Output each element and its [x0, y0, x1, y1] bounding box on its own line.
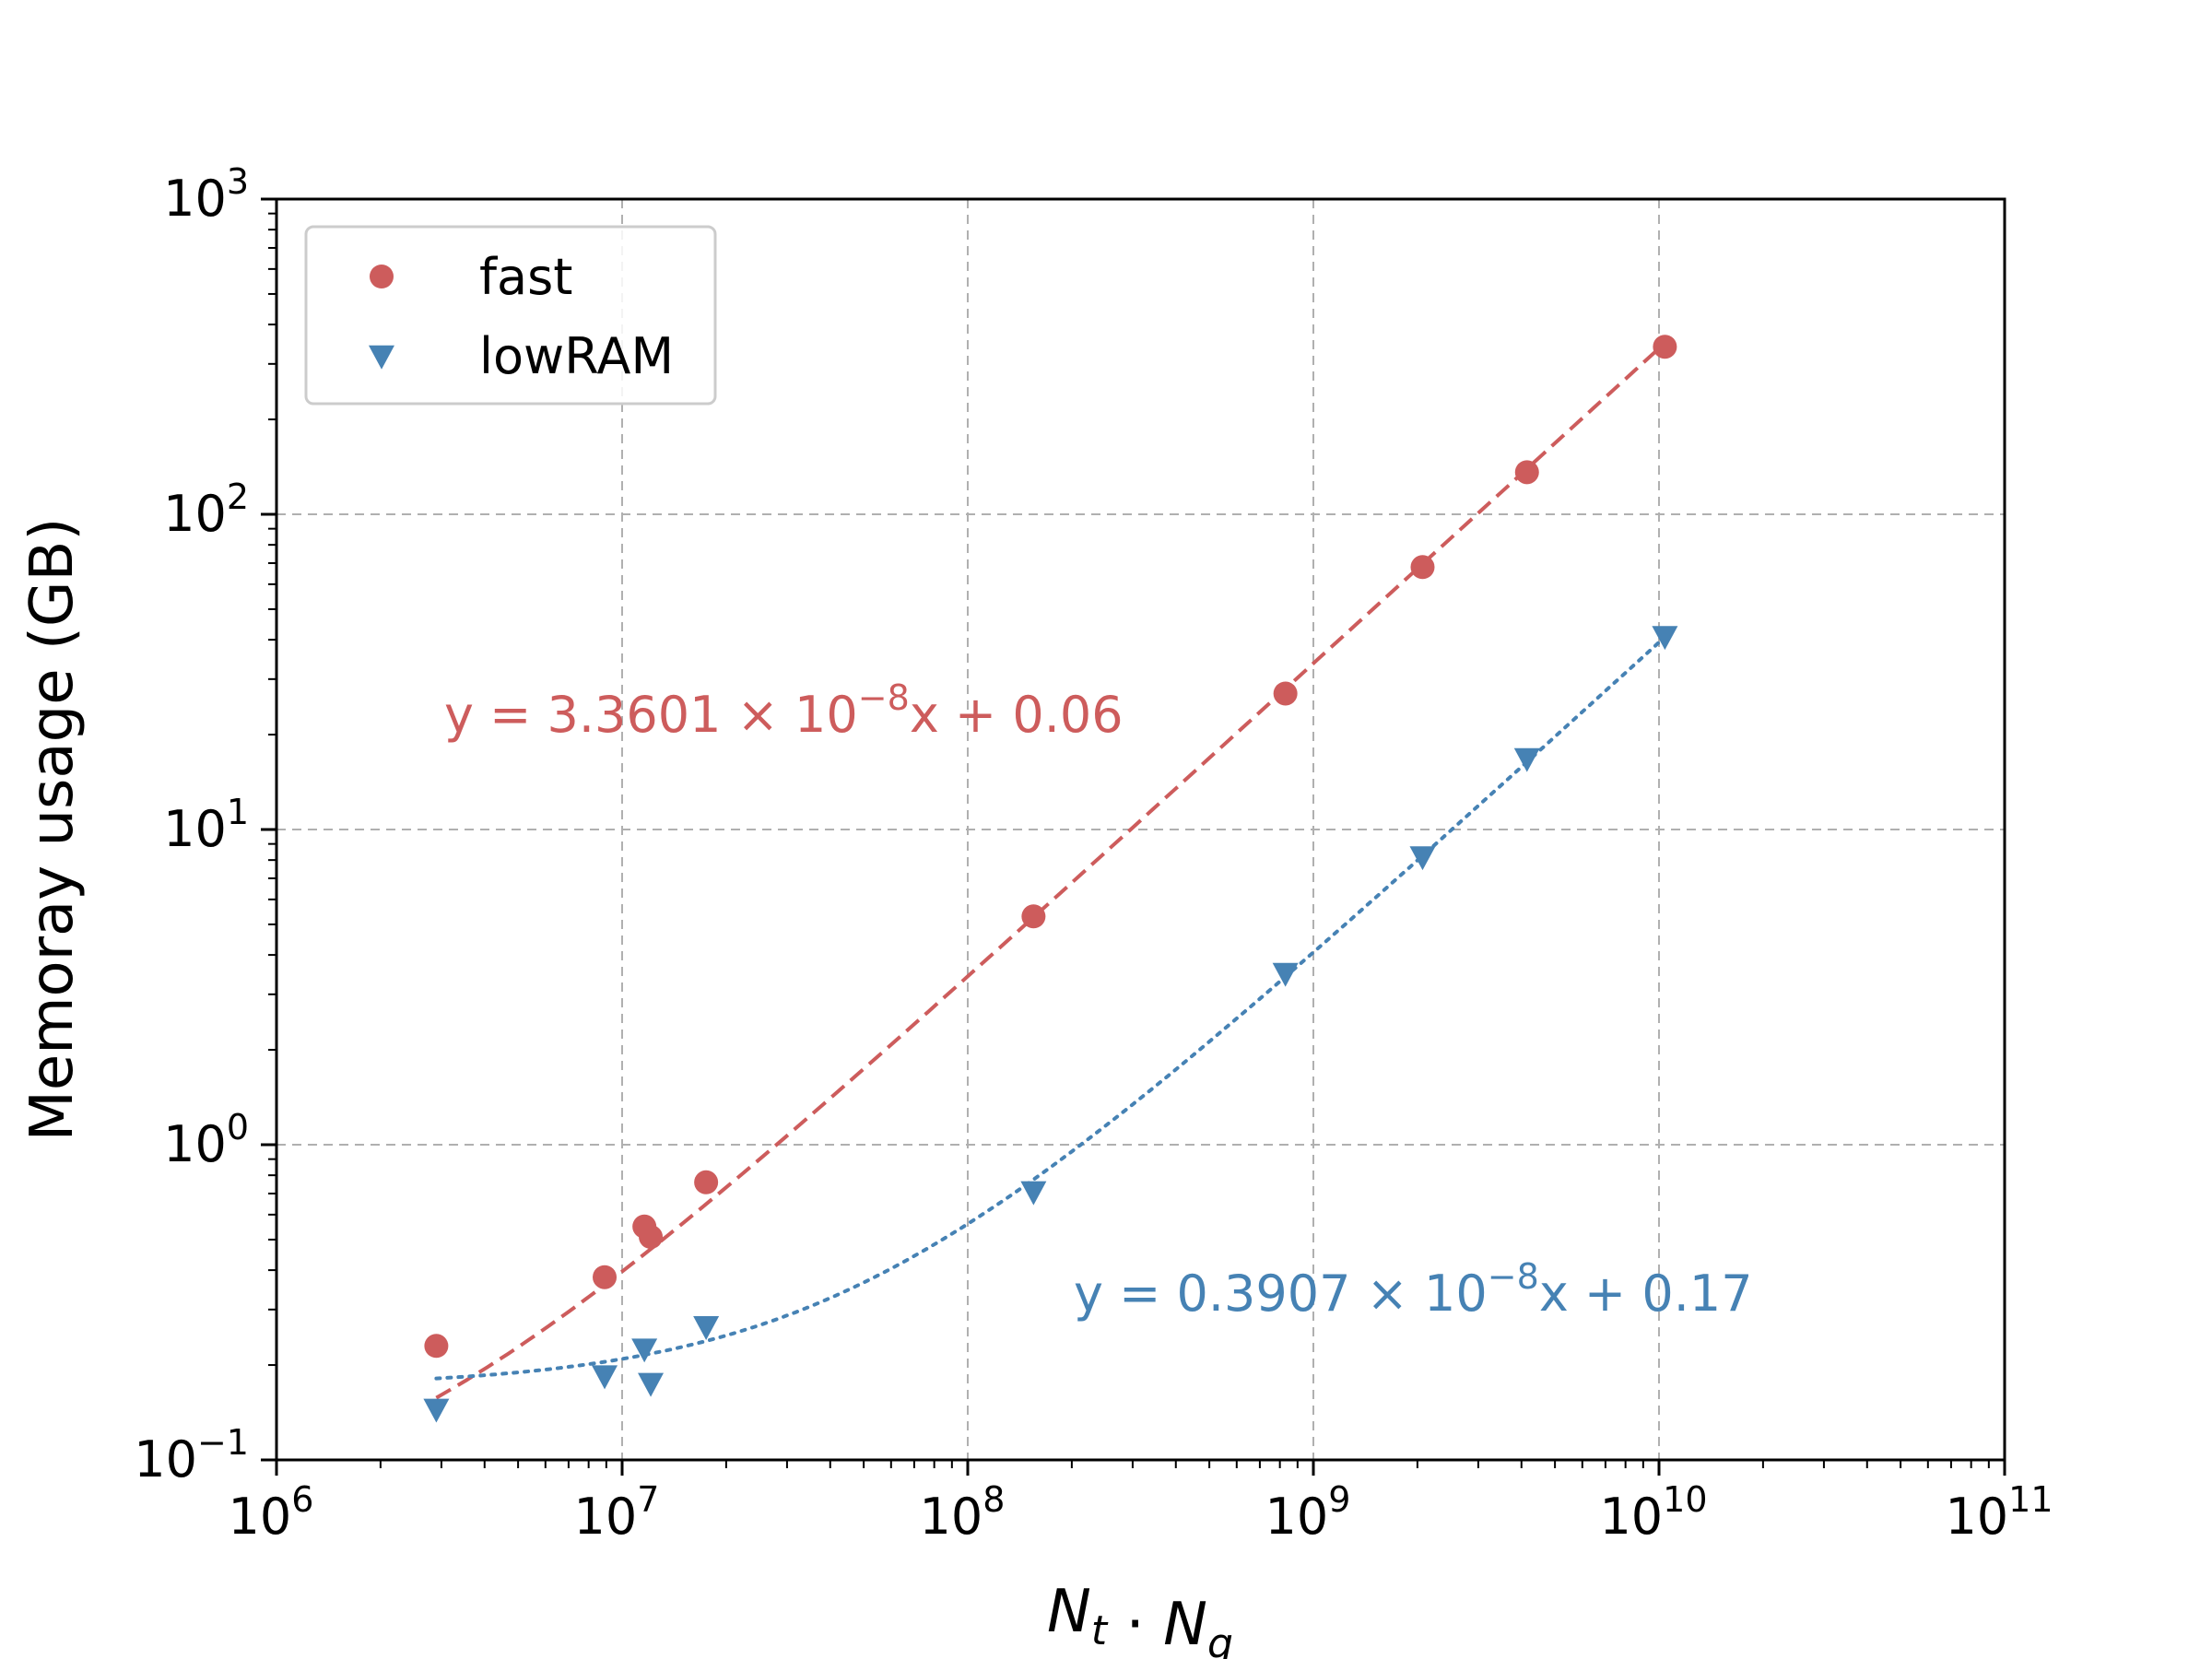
data-points	[423, 335, 1678, 1423]
fast-legend-label: fast	[479, 248, 572, 306]
lowRAM-point	[1020, 1181, 1047, 1206]
fast-legend-marker	[370, 265, 394, 288]
fast-point	[1273, 681, 1298, 706]
x-tick-label: 1010	[1599, 1479, 1707, 1546]
fast-fit-line	[435, 341, 1666, 1400]
y-tick-label: 101	[163, 792, 249, 858]
fast-point	[1410, 555, 1435, 580]
fast-point	[1021, 904, 1046, 929]
x-tick-label: 106	[229, 1479, 314, 1546]
x-tick-label: 107	[574, 1479, 660, 1546]
grid	[276, 199, 2005, 1460]
fast-point	[424, 1334, 449, 1359]
x-tick-label: 109	[1265, 1479, 1351, 1546]
lowRAM-legend-label: lowRAM	[479, 327, 674, 385]
lowRAM-fit-equation: y = 0.3907 × 10−8x + 0.17	[1074, 1256, 1753, 1323]
fit-lines	[434, 341, 1667, 1400]
y-tick-label: 10−1	[134, 1422, 249, 1488]
axis-ticks	[261, 197, 2006, 1476]
lowRAM-point	[638, 1372, 665, 1397]
fast-point	[1653, 335, 1677, 359]
y-tick-label: 100	[163, 1107, 249, 1173]
lowRAM-point	[1272, 962, 1299, 987]
tick-labels: 106 107 108 109 1010 1011 10−1 100 101 102 103	[134, 161, 2053, 1546]
lowRAM-fit-line	[434, 635, 1667, 1381]
y-tick-label: 103	[163, 161, 249, 228]
legend-box	[304, 225, 717, 406]
lowRAM-point	[693, 1316, 720, 1340]
lowRAM-point	[631, 1338, 658, 1363]
fast-fit-equation: y = 3.3601 × 10−8x + 0.06	[444, 677, 1124, 744]
x-tick-label: 108	[920, 1479, 1006, 1546]
lowRAM-point	[1513, 747, 1540, 772]
x-axis-title: Nt · Nq	[1047, 1578, 1233, 1659]
y-axis-title: Memoray usage (GB)	[18, 518, 87, 1142]
fast-point	[639, 1225, 664, 1250]
x-tick-label: 1011	[1945, 1479, 2053, 1546]
legend: fast lowRAM	[304, 225, 717, 406]
lowRAM-point	[592, 1365, 618, 1390]
y-tick-label: 102	[163, 477, 249, 543]
lowRAM-point	[1652, 626, 1678, 651]
fast-point	[593, 1265, 618, 1289]
fast-point	[1514, 460, 1539, 485]
lowRAM-point	[423, 1398, 450, 1423]
lowRAM-legend-marker	[369, 345, 394, 370]
fast-point	[694, 1170, 719, 1194]
lowRAM-point	[1409, 846, 1436, 871]
